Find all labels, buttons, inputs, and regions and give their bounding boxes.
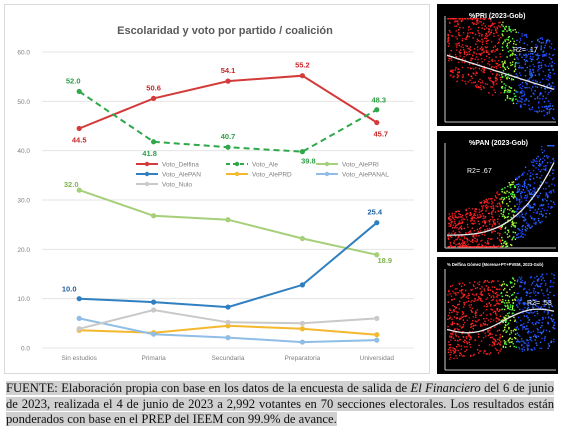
data-point-Voto_AlePAN [299,282,305,288]
chart-svg: Escolaridad y voto por partido / coalici… [4,4,430,374]
data-point-Voto_AlePRD [299,326,305,332]
data-point-Voto_Ale [225,144,231,150]
trend-line [446,308,555,334]
y-tick-label: 20.0 [17,247,30,254]
data-point-Voto_Nulo [151,307,157,313]
panel-title: % Delfina Gómez (Morena+PT+PVEM, 2023-Go… [447,262,544,267]
legend-label: Voto_AlePAN [162,172,201,179]
data-label-Voto_Delfina: 50.6 [146,83,161,92]
scatter-panel-pri: %PRI (2023-Gob) R2= .17 [437,4,558,126]
scatter-pan-svg: %PAN (2023-Gob) R2= .67 [444,140,556,249]
data-label-Voto_Ale: 48.3 [371,96,386,105]
data-label-Voto_Ale: 52.0 [66,76,81,85]
data-point-Voto_Delfina [374,119,380,126]
data-point-Voto_AlePRI [299,235,305,242]
trend-line [446,54,555,91]
y-tick-label: 60.0 [17,50,30,57]
data-point-Voto_Nulo [225,319,231,325]
caption-prefix: FUENTE: Elaboración propia con base en l… [6,381,411,395]
legend-label: Voto_Ale [252,162,278,169]
chart-border [4,4,430,374]
data-label-Voto_AlePRI: 18.9 [377,256,392,265]
data-point-Voto_AlePRI [225,217,231,223]
data-point-Voto_Nulo [299,320,305,326]
data-point-Voto_AlePAN [76,296,82,302]
data-label-Voto_AlePAN: 25.4 [367,208,382,217]
chart-title: Escolaridad y voto por partido / coalici… [117,25,333,37]
data-label-Voto_AlePAN: 10.0 [62,285,77,294]
data-point-Voto_Nulo [76,326,82,332]
data-point-Voto_AlePRD [374,332,380,338]
caption-source: El Financiero [410,381,481,395]
scatter-panel-total: % Delfina Gómez (Morena+PT+PVEM, 2023-Go… [437,257,558,374]
r2-label: R2= .53 [527,300,552,307]
data-point-Voto_AlePANAL [225,335,231,341]
data-label-Voto_AlePRI: 32.0 [64,180,79,189]
data-point-Voto_Nulo [374,315,380,321]
y-tick-label: 0.0 [21,346,30,353]
legend-marker [324,171,330,177]
data-label-Voto_Ale: 39.8 [301,157,316,166]
data-point-Voto_AlePANAL [151,331,157,337]
x-tick-label: Preparatoria [285,355,321,362]
legend-label: Voto_Delfina [162,162,199,169]
data-label-Voto_Delfina: 44.5 [72,135,87,144]
line-chart: Escolaridad y voto por partido / coalici… [4,4,430,374]
legend-label: Voto_AlePRD [252,172,292,179]
data-point-Voto_Ale [374,107,380,113]
y-tick-label: 50.0 [17,99,30,106]
scatter-panel-pan: %PAN (2023-Gob) R2= .67 [437,131,558,252]
data-point-Voto_Delfina [76,125,82,132]
data-label-Voto_Delfina: 54.1 [221,66,236,75]
data-label-Voto_Ale: 41.8 [142,149,157,158]
r2-label: R2= .67 [467,168,492,175]
panel-title: %PAN (2023-Gob) [469,140,528,147]
scatter-points [447,145,556,248]
data-point-Voto_Delfina [299,73,305,79]
data-point-Voto_AlePAN [374,220,380,226]
source-caption: FUENTE: Elaboración propia con base en l… [6,381,554,428]
data-point-Voto_AlePRI [151,213,157,219]
legend-marker [234,171,240,177]
legend-label: Voto_Nulo [162,182,192,189]
legend-marker [234,161,240,167]
data-point-Voto_AlePANAL [374,337,380,343]
data-point-Voto_Ale [299,149,305,155]
y-tick-label: 10.0 [17,296,30,303]
data-point-Voto_Delfina [151,95,157,101]
legend-marker [324,161,330,167]
legend-marker [144,171,150,177]
legend-label: Voto_AlePRI [342,162,379,169]
data-point-Voto_Delfina [225,78,231,84]
legend-label: Voto_AlePANAL [342,172,389,179]
x-tick-label: Sin estudios [61,355,97,362]
data-point-Voto_AlePANAL [299,339,305,345]
scatter-pri-svg: %PRI (2023-Gob) R2= .17 [444,13,556,123]
scatter-points [447,18,556,120]
legend-marker [144,161,150,167]
caption-rest: del 6 de junio de 2023, realizada el 4 d… [6,381,554,426]
y-tick-label: 30.0 [17,198,30,205]
panel-title: %PRI (2023-Gob) [469,13,525,20]
data-label-Voto_Ale: 40.7 [221,132,236,141]
data-point-Voto_AlePANAL [76,315,82,321]
data-point-Voto_AlePRI [76,187,82,193]
x-tick-label: Universidad [360,355,395,362]
data-point-Voto_AlePAN [151,299,157,305]
data-point-Voto_AlePRI [374,252,380,258]
trend-line [447,162,555,236]
data-label-Voto_Delfina: 45.7 [373,130,388,139]
scatter-points [447,273,556,360]
x-tick-label: Secundaria [212,355,245,362]
data-label-Voto_Delfina: 55.2 [295,61,310,70]
x-tick-label: Primaria [141,355,166,362]
data-point-Voto_Ale [151,139,157,145]
y-tick-label: 40.0 [17,148,30,155]
r2-label: R2= .17 [513,47,538,54]
data-point-Voto_Ale [76,88,82,95]
data-point-Voto_AlePAN [225,304,231,310]
scatter-total-svg: % Delfina Gómez (Morena+PT+PVEM, 2023-Go… [444,262,556,371]
legend-marker [144,181,150,187]
